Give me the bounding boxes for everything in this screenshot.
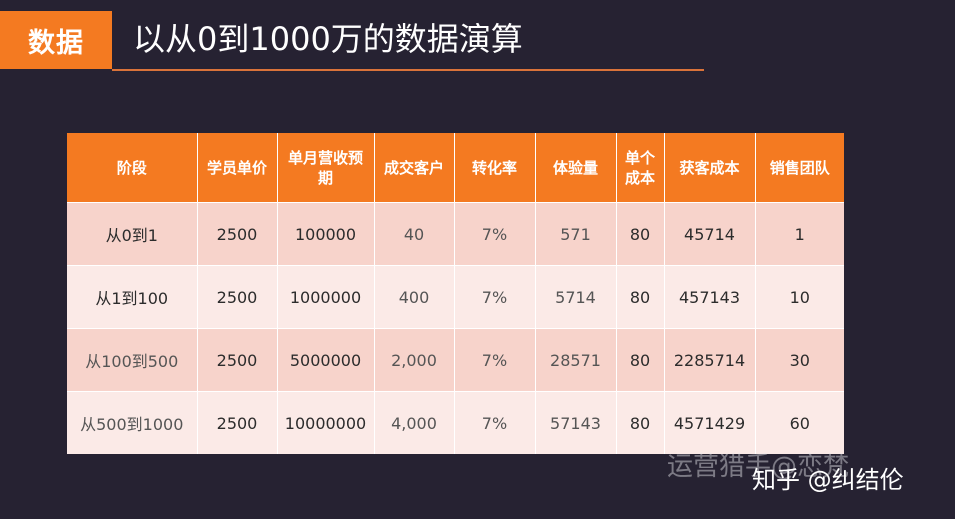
data-table-container: 阶段 学员单价 单月营收预期 成交客户 转化率 体验量 单个成本 获客成本 销售…	[67, 133, 844, 454]
slide-title: 以从0到1000万的数据演算	[133, 20, 523, 58]
source-credit: 知乎 @纠结伦	[752, 466, 904, 494]
cell-customers: 400	[374, 265, 455, 329]
cell-stage: 从0到1	[67, 202, 198, 266]
cell-acquisition-cost: 45714	[664, 202, 756, 266]
cell-sales-team: 60	[755, 391, 844, 454]
cell-unit-price: 2500	[197, 328, 278, 392]
cell-trial-volume: 571	[535, 202, 617, 266]
data-table: 阶段 学员单价 单月营收预期 成交客户 转化率 体验量 单个成本 获客成本 销售…	[67, 133, 844, 454]
cell-customers: 2,000	[374, 328, 455, 392]
header-monthly-revenue: 单月营收预期	[277, 133, 375, 203]
cell-stage: 从100到500	[67, 328, 198, 392]
table-header-row: 阶段 学员单价 单月营收预期 成交客户 转化率 体验量 单个成本 获客成本 销售…	[67, 133, 844, 203]
cell-acquisition-cost: 457143	[664, 265, 756, 329]
table-row: 从500到1000 2500 10000000 4,000 7% 57143 8…	[67, 391, 844, 454]
header-conversion-rate: 转化率	[454, 133, 536, 203]
cell-monthly-revenue: 10000000	[277, 391, 375, 454]
cell-trial-volume: 28571	[535, 328, 617, 392]
table-row: 从0到1 2500 100000 40 7% 571 80 45714 1	[67, 202, 844, 266]
cell-sales-team: 1	[755, 202, 844, 266]
section-tag: 数据	[0, 11, 112, 69]
header-acquisition-cost: 获客成本	[664, 133, 756, 203]
header-unit-cost: 单个成本	[616, 133, 665, 203]
cell-conversion-rate: 7%	[454, 265, 536, 329]
cell-conversion-rate: 7%	[454, 328, 536, 392]
cell-stage: 从500到1000	[67, 391, 198, 454]
cell-customers: 4,000	[374, 391, 455, 454]
cell-monthly-revenue: 1000000	[277, 265, 375, 329]
cell-unit-cost: 80	[616, 202, 665, 266]
cell-conversion-rate: 7%	[454, 202, 536, 266]
header-trial-volume: 体验量	[535, 133, 617, 203]
cell-unit-price: 2500	[197, 391, 278, 454]
cell-conversion-rate: 7%	[454, 391, 536, 454]
cell-monthly-revenue: 5000000	[277, 328, 375, 392]
cell-sales-team: 10	[755, 265, 844, 329]
cell-trial-volume: 5714	[535, 265, 617, 329]
cell-acquisition-cost: 4571429	[664, 391, 756, 454]
cell-acquisition-cost: 2285714	[664, 328, 756, 392]
table-row: 从100到500 2500 5000000 2,000 7% 28571 80 …	[67, 328, 844, 392]
cell-trial-volume: 57143	[535, 391, 617, 454]
cell-unit-cost: 80	[616, 265, 665, 329]
header-sales-team: 销售团队	[755, 133, 844, 203]
cell-customers: 40	[374, 202, 455, 266]
title-underline	[112, 69, 704, 71]
cell-unit-cost: 80	[616, 328, 665, 392]
cell-sales-team: 30	[755, 328, 844, 392]
header-customers: 成交客户	[374, 133, 455, 203]
cell-stage: 从1到100	[67, 265, 198, 329]
cell-unit-price: 2500	[197, 202, 278, 266]
cell-unit-price: 2500	[197, 265, 278, 329]
watermark-text: 运营猎手@恋梵	[667, 452, 850, 482]
header-stage: 阶段	[67, 133, 198, 203]
cell-monthly-revenue: 100000	[277, 202, 375, 266]
cell-unit-cost: 80	[616, 391, 665, 454]
table-row: 从1到100 2500 1000000 400 7% 5714 80 45714…	[67, 265, 844, 329]
header-unit-price: 学员单价	[197, 133, 278, 203]
